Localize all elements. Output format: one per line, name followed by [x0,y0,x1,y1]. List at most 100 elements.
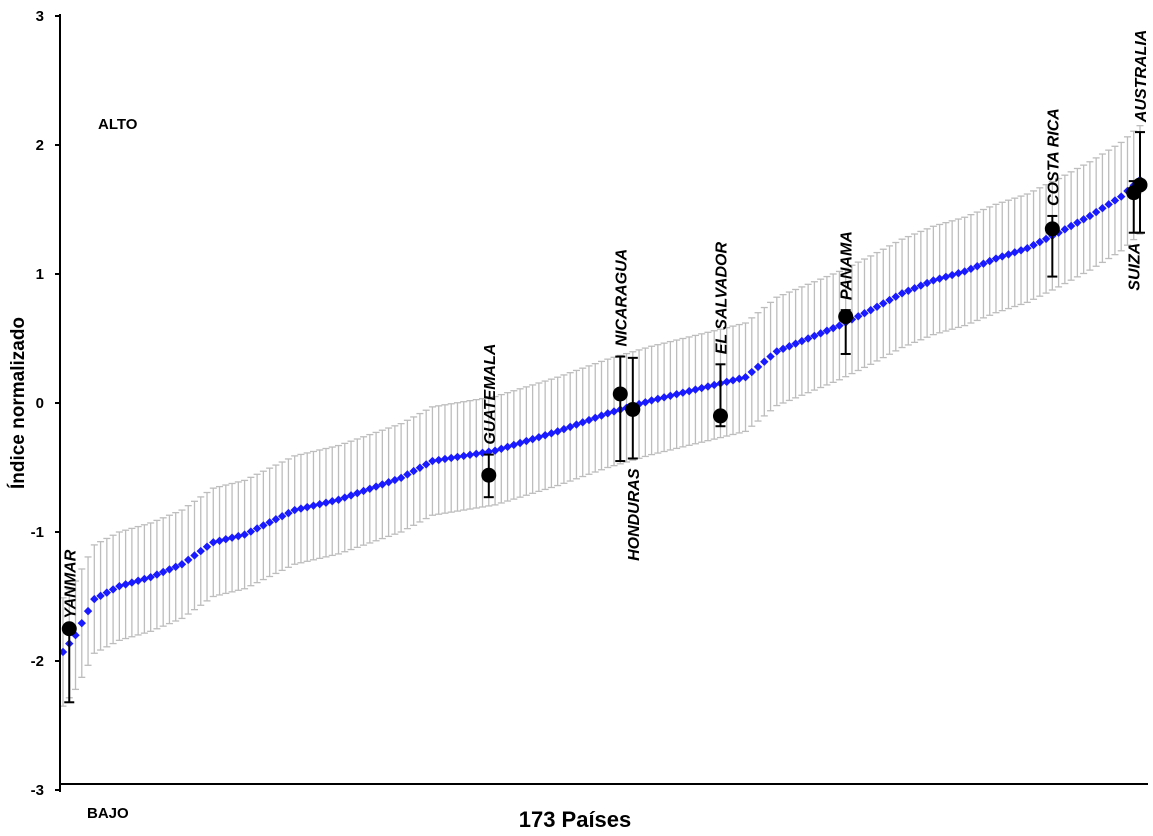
data-point [434,455,443,465]
y-tick-label: -2 [31,653,44,670]
data-point [904,286,913,295]
data-point [346,491,356,500]
data-point [146,572,155,582]
data-point [735,374,744,383]
data-point [684,386,694,396]
data-point [822,326,832,335]
data-point [1060,225,1070,234]
data-point [140,574,149,584]
data-point [334,495,343,504]
data-point [202,542,212,551]
data-point [296,504,306,513]
data-point [215,536,224,545]
data-point [828,323,838,333]
data-point [409,466,418,476]
data-point [835,321,844,330]
data-point [741,373,750,382]
data-point [691,385,700,394]
data-point [766,352,775,361]
data-point [922,278,932,288]
y-tick-label: 1 [36,266,44,283]
data-point [315,499,324,509]
data-point [478,448,487,457]
y-tick-label: 0 [36,395,44,412]
data-point [196,546,205,556]
data-point [277,511,287,521]
country-label: EL SALVADOR [713,242,730,355]
data-point [728,376,738,385]
highlight-point [481,467,497,483]
data-point [522,436,531,446]
data-point [115,581,124,591]
data-point [240,530,249,539]
highlight-point [612,386,628,402]
highlight-point [1044,221,1060,237]
highlight-point [61,621,77,637]
data-point [396,473,406,483]
data-point [703,382,713,391]
y-axis-title: Índice normalizado [7,317,29,489]
data-point [447,453,456,463]
data-point [353,488,362,498]
data-point [559,424,569,434]
data-point [171,562,180,572]
data-point [340,493,349,502]
data-point [553,427,562,436]
data-point [985,256,994,266]
data-point [697,383,706,393]
data-point [503,442,512,452]
data-point [1085,211,1095,221]
data-point [941,272,951,282]
data-point [966,264,976,274]
data-point [378,480,387,489]
data-point [584,415,594,425]
data-point [1066,221,1076,231]
data-point [415,463,425,472]
axes [59,14,1148,792]
data-point [71,631,80,640]
data-point [209,538,218,547]
y-ticks: 3 2 1 0 -1 -2 -3 [31,8,60,799]
data-point [547,429,556,438]
data-point [421,460,431,469]
data-point [653,394,663,404]
data-point [1079,215,1088,224]
data-point [190,551,199,560]
data-point [866,305,875,315]
data-point [77,618,86,628]
data-point [1041,234,1051,244]
data-point [158,567,168,577]
data-point [797,336,807,346]
country-label: PANAMA [839,231,856,300]
y-tick-label: -3 [31,782,44,799]
data-point [490,446,500,455]
data-point [1023,244,1032,253]
label-low: BAJO [87,805,129,822]
data-point [246,527,256,536]
data-points-layer [58,175,1145,657]
data-point [96,591,105,601]
data-point [772,347,782,356]
x-axis-title: 173 Países [519,807,632,832]
highlight-point [838,309,854,325]
data-point [284,508,293,518]
data-point [221,535,231,544]
data-point [177,560,187,569]
data-point [528,434,537,444]
data-point [371,482,381,491]
data-point [133,576,143,585]
data-point [309,501,318,510]
data-point [1117,192,1126,201]
highlight-point [712,408,728,424]
data-point [534,432,544,442]
data-point [365,484,375,493]
data-point [897,289,907,298]
data-point [290,505,299,515]
country-label: HONDURAS [626,468,643,561]
data-point [90,594,99,604]
data-point [860,309,869,318]
data-point [1073,218,1082,227]
data-point [265,518,274,527]
data-point [597,411,606,420]
